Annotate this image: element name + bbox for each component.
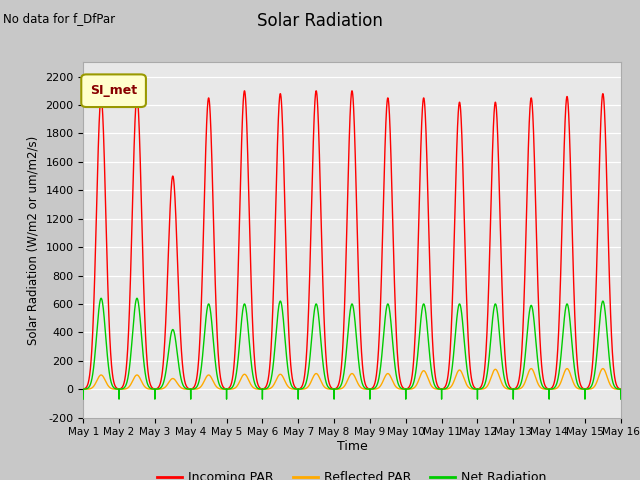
Legend: Incoming PAR, Reflected PAR, Net Radiation: Incoming PAR, Reflected PAR, Net Radiati… bbox=[152, 467, 552, 480]
X-axis label: Time: Time bbox=[337, 440, 367, 453]
Text: Solar Radiation: Solar Radiation bbox=[257, 12, 383, 30]
Y-axis label: Solar Radiation (W/m2 or um/m2/s): Solar Radiation (W/m2 or um/m2/s) bbox=[27, 135, 40, 345]
Text: SI_met: SI_met bbox=[90, 84, 137, 97]
Text: No data for f_DfPar: No data for f_DfPar bbox=[3, 12, 115, 25]
